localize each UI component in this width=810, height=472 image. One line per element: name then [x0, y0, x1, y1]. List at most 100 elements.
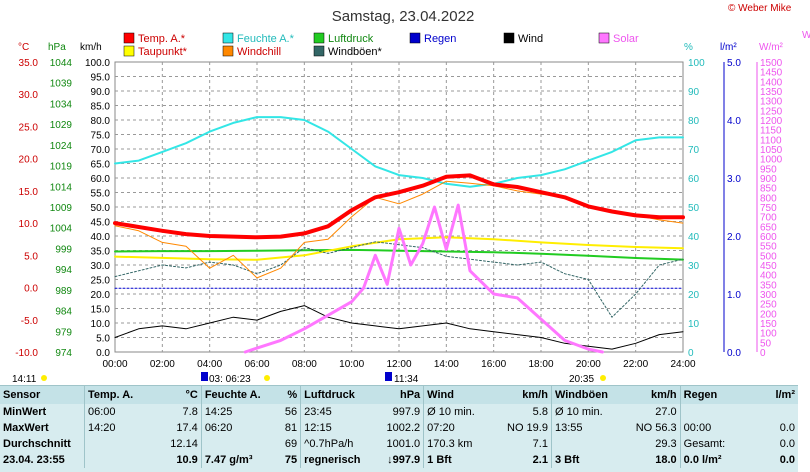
hum-tick-label: 30 [688, 261, 700, 272]
temp-tick-label: 20.0 [19, 155, 39, 166]
press-unit: hPa [48, 42, 66, 53]
sunset-time: 20:35 [569, 374, 594, 384]
wind-unit: km/h [80, 42, 102, 53]
sun-icon [41, 375, 47, 381]
summary-cell: 17.4 [176, 422, 198, 434]
summary-cell: km/h [623, 386, 681, 404]
press-tick-label: 979 [55, 327, 72, 338]
summary-cell: NO 19.9 [507, 422, 548, 434]
summary-cell: Feuchte A. [200, 386, 268, 404]
solar-tick-label: 750 [760, 203, 777, 214]
solar-tick-label: 800 [760, 193, 777, 204]
solar-tick-label: 250 [760, 300, 777, 311]
press-tick-label: 1039 [50, 79, 73, 90]
summary-cell: 13:55 [550, 420, 624, 436]
wind-tick-label: 90.0 [91, 87, 111, 98]
wind-tick-label: 25.0 [91, 276, 111, 287]
press-tick-label: 1044 [50, 58, 73, 69]
summary-cell: 00:00 [679, 420, 746, 436]
summary-cell: Regen [679, 386, 746, 404]
legend-swatch [409, 32, 421, 44]
summary-cell: NO 56.3 [635, 422, 677, 434]
copyright-strip: W [802, 30, 810, 41]
solar-tick-label: 1450 [760, 68, 783, 79]
wind-tick-label: 50.0 [91, 203, 111, 214]
summary-cell: 7.47 g/m³ [200, 452, 268, 468]
hum-tick-label: 0 [688, 348, 694, 359]
summary-cell: regnerisch [300, 452, 369, 468]
summary-cell: 18.0 [655, 454, 677, 466]
summary-cell: 2.1 [532, 454, 548, 466]
time-tick-label: 24:00 [670, 359, 695, 370]
temp-tick-label: 30.0 [19, 90, 39, 101]
rain-tick-label: 5.0 [727, 58, 741, 69]
legend-swatch [123, 32, 135, 44]
summary-cell: 12.14 [170, 438, 198, 450]
summary-cell: Ø 10 min. [550, 404, 624, 420]
wind-tick-label: 0.0 [96, 348, 110, 359]
summary-cell: 0.0 [779, 454, 795, 466]
summary-cell: MinWert [3, 406, 47, 418]
series-feuchte-a [114, 116, 684, 188]
legend-swatch [313, 45, 325, 57]
hum-tick-label: 50 [688, 203, 700, 214]
rain-tick-label: 2.0 [727, 232, 741, 243]
wind-tick-label: 35.0 [91, 247, 111, 258]
summary-cell: 7.8 [182, 406, 198, 418]
time-tick-label: 18:00 [528, 359, 553, 370]
temp-tick-label: 0.0 [24, 284, 38, 295]
summary-cell: l/m² [745, 386, 798, 404]
summary-cell: 14:25 [200, 404, 268, 420]
legend-label: Temp. A.* [138, 33, 186, 45]
press-tick-label: 1004 [50, 224, 73, 235]
series-solar [243, 203, 604, 354]
summary-cell: Durchschnitt [3, 438, 71, 450]
summary-cell: km/h [496, 386, 552, 404]
summary-cell: Sensor [0, 386, 85, 404]
legend: Temp. A.* Feuchte A.* Luftdruck Regen Wind So… [123, 32, 639, 58]
summary-row: Durchschnitt 12.14 69 ^0.7hPa/h 1001.0 170.3 … [0, 436, 798, 452]
summary-cell: 56 [284, 406, 298, 418]
wind-tick-label: 20.0 [91, 290, 111, 301]
wind-tick-label: 55.0 [91, 189, 111, 200]
chart-title: Samstag, 23.04.2022 [332, 8, 475, 25]
wind-tick-label: 40.0 [91, 232, 111, 243]
hum-unit: % [684, 42, 693, 53]
summary-cell: 5.8 [532, 406, 548, 418]
legend-label: Solar [613, 33, 639, 45]
press-tick-label: 984 [55, 307, 72, 318]
wind-tick-label: 80.0 [91, 116, 111, 127]
summary-cell: 06:20 [200, 420, 268, 436]
summary-row: 23.04. 23:55 10.9 7.47 g/m³ 75 regnerisch ↓99… [0, 452, 798, 468]
legend-label: Luftdruck [328, 33, 374, 45]
rain-tick-label: 1.0 [727, 290, 741, 301]
summary-cell: 07:20 [423, 420, 497, 436]
rain-tick-label: 0.0 [727, 348, 741, 359]
temp-unit: °C [18, 42, 29, 53]
summary-cell: 06:00 [83, 404, 149, 420]
time-tick-label: 10:00 [339, 359, 364, 370]
sunrise-marker-icon [201, 372, 208, 381]
time-tick-label: 12:00 [386, 359, 411, 370]
solar-noon-time: 11:34 [394, 374, 419, 384]
summary-cell: 27.0 [655, 406, 677, 418]
summary-cell: 0.0 [779, 438, 795, 450]
summary-cell [200, 436, 268, 452]
summary-cell: 81 [284, 422, 298, 434]
time-tick-label: 08:00 [292, 359, 317, 370]
legend-label: Windchill [237, 46, 281, 58]
time-tick-label: 16:00 [481, 359, 506, 370]
legend-label: Wind [518, 33, 543, 45]
summary-cell [83, 436, 149, 452]
wind-tick-label: 70.0 [91, 145, 111, 156]
summary-cell: 170.3 km [423, 436, 497, 452]
summary-cell: Wind [423, 386, 497, 404]
sun-icon [600, 375, 606, 381]
series-windb-en [114, 241, 684, 318]
legend-label: Taupunkt* [138, 46, 188, 58]
solar-tick-label: 450 [760, 261, 777, 272]
summary-cell: MaxWert [3, 422, 49, 434]
summary-cell: Temp. A. [83, 386, 149, 404]
temp-tick-label: -10.0 [15, 348, 38, 359]
rain-unit: l/m² [720, 42, 737, 53]
